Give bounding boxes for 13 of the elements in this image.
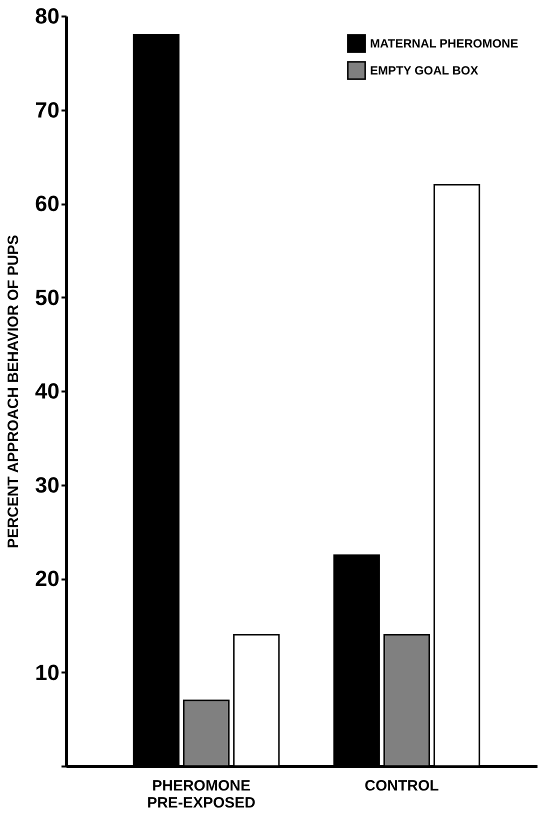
x-tick-label: CONTROL	[364, 778, 439, 794]
y-tick-label: 70	[35, 97, 60, 122]
legend-label: EMPTY GOAL BOX	[370, 64, 478, 78]
y-tick-label: 60	[35, 191, 60, 216]
x-tick-label: PHEROMONE PRE-EXPOSED	[147, 778, 256, 812]
y-tick-label: 80	[35, 4, 60, 28]
y-tick-label: 10	[35, 660, 60, 685]
y-axis-title: PERCENT APPROACH BEHAVIOR OF PUPS	[5, 234, 22, 548]
y-tick-label: 40	[35, 378, 60, 404]
y-tick-label: 50	[35, 284, 60, 310]
y-tick-label: 20	[35, 566, 60, 591]
y-tick-label: 30	[35, 472, 60, 498]
legend-label: MATERNAL PHEROMONE	[370, 36, 518, 50]
